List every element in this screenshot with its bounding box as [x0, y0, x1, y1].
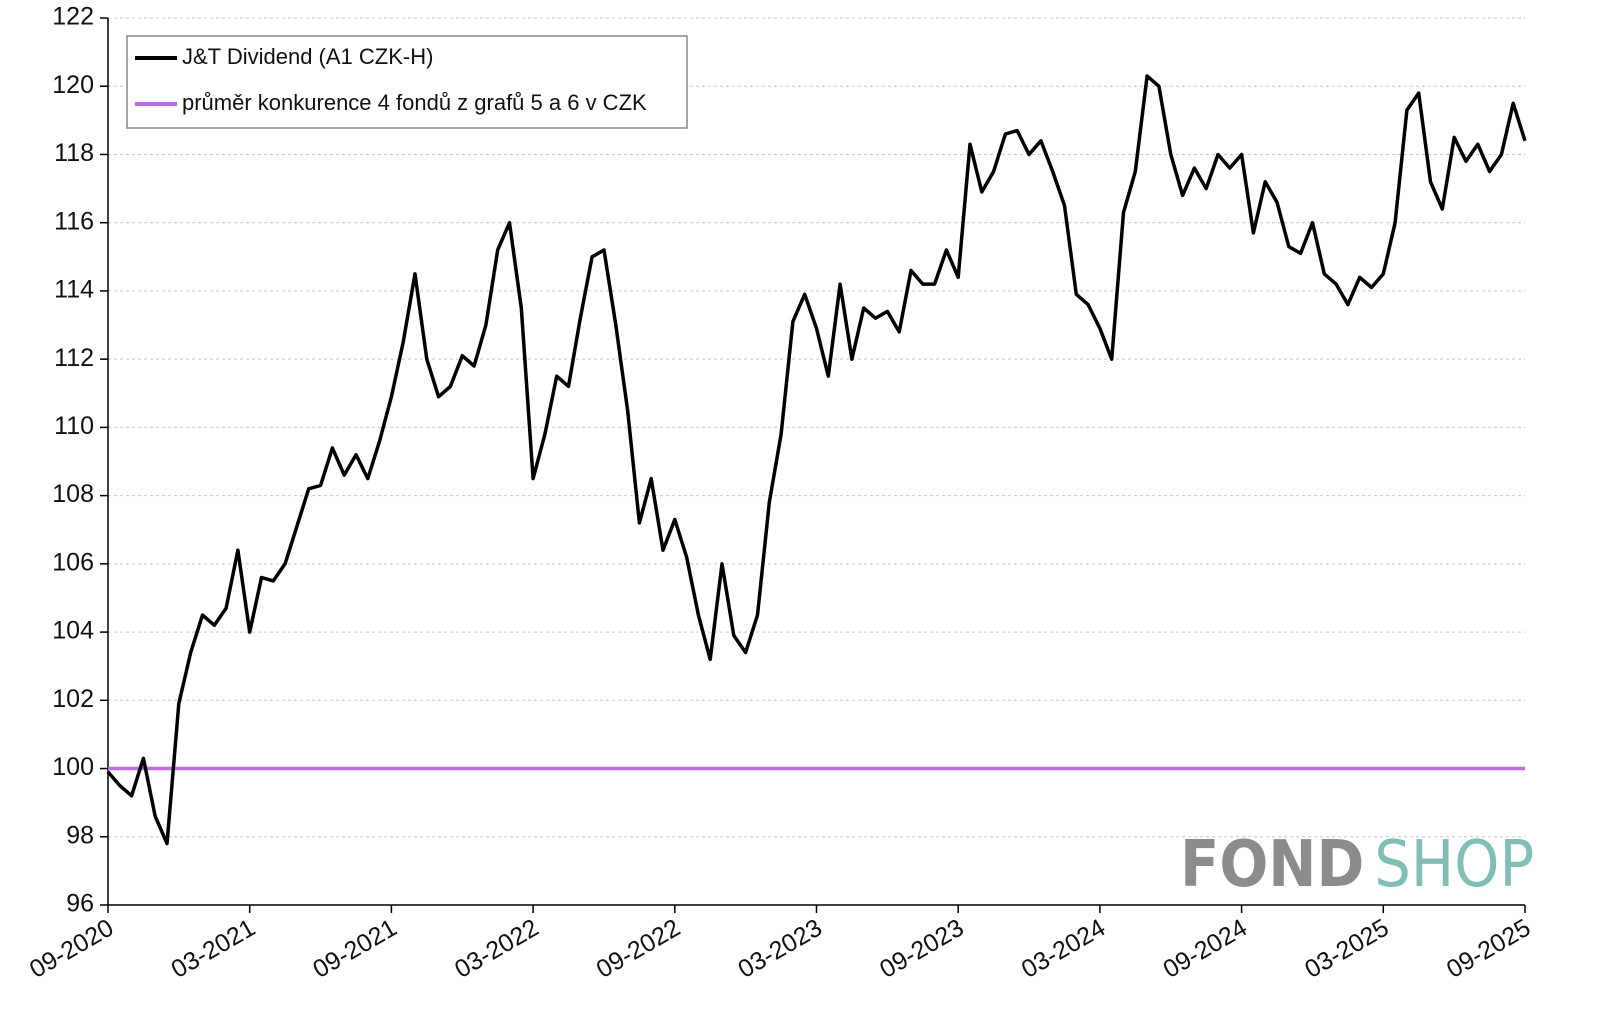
watermark: FOND SHOP: [1180, 828, 1534, 902]
y-tick-label: 106: [52, 548, 94, 576]
y-tick-label: 96: [66, 890, 94, 918]
y-tick-label: 118: [54, 139, 94, 167]
y-tick-label: 116: [54, 207, 94, 235]
y-tick-label: 120: [52, 71, 94, 99]
y-tick-label: 100: [52, 753, 94, 781]
series-line: [106, 74, 1527, 846]
watermark-right: SHOP: [1374, 828, 1534, 902]
legend-label: J&T Dividend (A1 CZK-H): [182, 44, 433, 69]
x-tick-label: 03-2024: [1017, 914, 1111, 984]
y-tick-label: 108: [52, 480, 94, 508]
legend-label: průměr konkurence 4 fondů z grafů 5 a 6 …: [182, 90, 647, 115]
y-tick-label: 122: [52, 3, 94, 31]
y-tick-label: 104: [52, 617, 94, 645]
legend-box: [126, 35, 688, 129]
x-tick-label: 09-2022: [592, 914, 685, 984]
x-tick-label: 09-2025: [1442, 914, 1535, 984]
x-tick-label: 03-2021: [167, 914, 260, 984]
x-tick-label: 09-2023: [875, 914, 968, 984]
y-tick-label: 98: [66, 821, 94, 849]
watermark-left: FOND: [1180, 828, 1364, 902]
y-tick-label: 114: [54, 276, 94, 304]
x-tick-label: 09-2020: [25, 914, 118, 984]
x-tick-label: 09-2024: [1158, 914, 1252, 984]
x-tick-label: 03-2025: [1300, 914, 1393, 984]
y-tick-label: 110: [54, 412, 94, 440]
x-tick-label: 03-2023: [733, 914, 826, 984]
y-tick-label: 102: [52, 685, 94, 713]
x-tick-label: 09-2021: [308, 914, 401, 984]
x-tick-label: 03-2022: [450, 914, 543, 984]
y-tick-label: 112: [54, 344, 94, 372]
